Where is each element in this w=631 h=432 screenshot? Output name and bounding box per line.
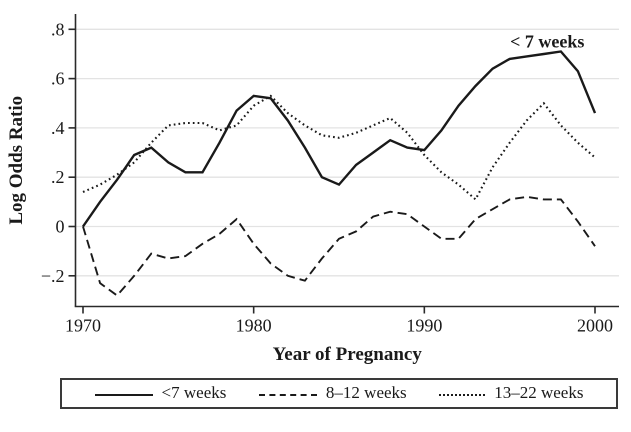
y-axis-title: Log Odds Ratio	[6, 96, 27, 225]
legend: <7 weeks 8–12 weeks 13–22 weeks	[60, 378, 618, 409]
legend-item-13-22-weeks: 13–22 weeks	[439, 384, 583, 403]
y-tick-label: .6	[51, 69, 65, 89]
line-chart-canvas: −.2 0 .2 .4 .6 .8 1970 1980 1990 2000 < 7 weeks Yea…	[6, 14, 619, 365]
x-tick-label: 1980	[236, 316, 272, 336]
y-tick-label: −.2	[41, 266, 65, 286]
y-tick-label: 0	[56, 217, 65, 237]
legend-label-8-12-weeks: 8–12 weeks	[325, 383, 407, 402]
legend-label-13-22-weeks: 13–22 weeks	[494, 383, 584, 402]
x-axis-title: Year of Pregnancy	[273, 344, 423, 365]
y-tick-label: .4	[51, 118, 65, 138]
x-tick-label: 2000	[577, 316, 613, 336]
series-line-solid	[82, 50, 597, 228]
x-tick-label: 1990	[406, 316, 442, 336]
series-line-dashed	[82, 195, 596, 297]
series-line-dotted	[82, 94, 596, 202]
dashed-line-sample	[258, 393, 317, 396]
legend-item-under-7-weeks: <7 weeks	[94, 383, 227, 403]
y-tick-label: .2	[51, 167, 65, 187]
y-tick-label: .8	[51, 19, 65, 39]
series-annotation: < 7 weeks	[510, 32, 584, 52]
legend-item-8-12-weeks: 8–12 weeks	[258, 383, 407, 403]
x-tick-label: 1970	[65, 316, 101, 336]
legend-label-under-7-weeks: <7 weeks	[161, 383, 227, 402]
solid-line-sample	[94, 393, 153, 396]
dotted-line-sample	[439, 393, 486, 396]
